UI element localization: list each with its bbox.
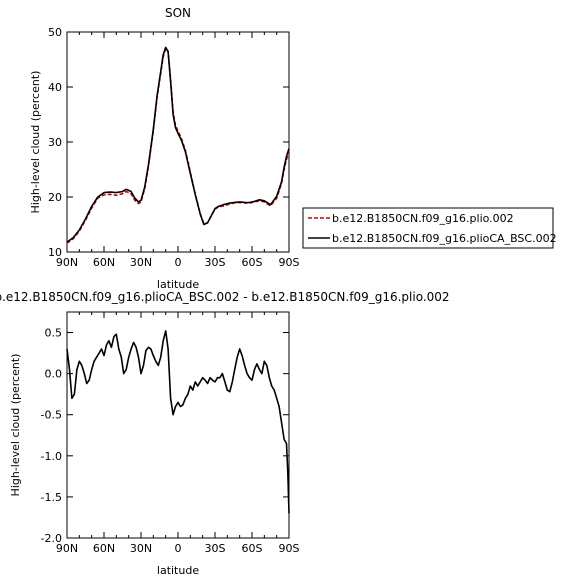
x-tick-label: 30N xyxy=(130,542,152,555)
x-tick-label: 60N xyxy=(93,542,115,555)
x-tick-label: 60N xyxy=(93,256,115,269)
x-tick-label: 30S xyxy=(205,256,226,269)
x-axis-label: latitude xyxy=(157,278,199,291)
x-tick-label: 90S xyxy=(279,256,300,269)
plot-frame xyxy=(66,311,290,539)
chart-title: SON xyxy=(165,6,191,20)
legend-box xyxy=(302,207,554,249)
y-axis-label: High-level cloud (percent) xyxy=(29,71,42,214)
x-tick-label: 90N xyxy=(56,256,78,269)
y-tick-label: 0.0 xyxy=(45,368,63,381)
y-tick-label: 40 xyxy=(48,81,62,94)
y-tick-label: -1.5 xyxy=(41,491,62,504)
series-line-0 xyxy=(66,330,290,514)
y-tick-label: 10 xyxy=(48,246,62,259)
x-tick-label: 30N xyxy=(130,256,152,269)
x-tick-label: 30S xyxy=(205,542,226,555)
series-line-0 xyxy=(66,47,290,244)
series-line-1 xyxy=(66,46,290,243)
chart-title: b.e12.B1850CN.f09_g16.plioCA_BSC.002 - b… xyxy=(0,290,450,304)
y-tick-label: 20 xyxy=(48,191,62,204)
y-tick-label: 0.5 xyxy=(45,327,63,340)
y-tick-label: -2.0 xyxy=(41,532,62,545)
legend-label-0: b.e12.B1850CN.f09_g16.plio.002 xyxy=(332,212,514,225)
legend-label-1: b.e12.B1850CN.f09_g16.plioCA_BSC.002 xyxy=(332,232,557,245)
x-tick-label: 0 xyxy=(175,256,182,269)
x-tick-label: 0 xyxy=(175,542,182,555)
x-tick-label: 60S xyxy=(242,256,263,269)
plot-frame xyxy=(66,31,290,253)
y-tick-label: -1.0 xyxy=(41,450,62,463)
x-axis-label: latitude xyxy=(157,564,199,577)
x-tick-label: 90S xyxy=(279,542,300,555)
y-tick-label: 30 xyxy=(48,136,62,149)
x-tick-label: 90N xyxy=(56,542,78,555)
x-tick-label: 60S xyxy=(242,542,263,555)
y-tick-label: 50 xyxy=(48,26,62,39)
y-tick-label: -0.5 xyxy=(41,409,62,422)
y-axis-label: High-level cloud (percent) xyxy=(9,354,22,497)
